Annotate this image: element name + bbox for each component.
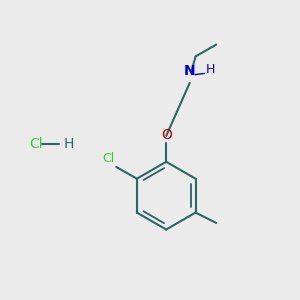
- Text: O: O: [161, 128, 172, 142]
- Text: Cl: Cl: [103, 152, 115, 166]
- Text: N: N: [184, 64, 196, 78]
- Text: H: H: [206, 63, 215, 76]
- Text: H: H: [63, 137, 74, 151]
- Text: Cl: Cl: [29, 137, 43, 151]
